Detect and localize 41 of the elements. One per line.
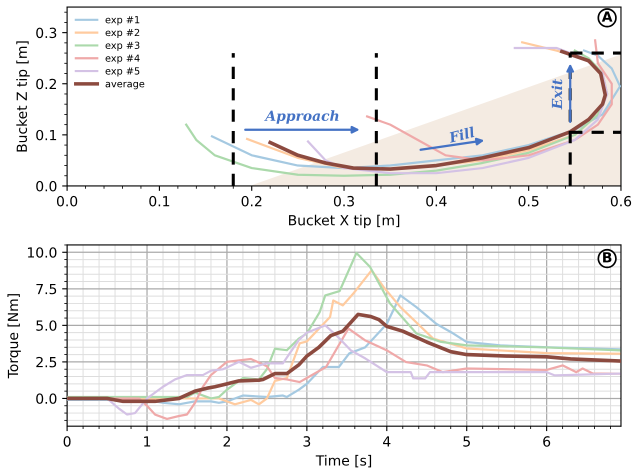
x-tick-label: 0.0 [56, 196, 78, 206]
x-tick-label: 0.5 [518, 196, 538, 206]
y-tick-label: 10.0 [28, 247, 56, 258]
x-tick-label: 1 [144, 436, 150, 446]
annotation: B [603, 252, 612, 262]
y-tick-label: 0.0 [36, 393, 56, 404]
x-tick-label: 6 [543, 436, 550, 447]
x-tick-label: 4 [383, 436, 390, 446]
legend-label: average [106, 82, 144, 90]
y-axis-title: Bucket Z tip [m] [16, 41, 30, 152]
line-series [366, 39, 613, 162]
y-axis-title: Torque [Nm] [7, 294, 21, 378]
annotation: Approach [264, 110, 338, 124]
x-tick-label: 0.1 [149, 196, 170, 206]
x-tick-label: 5 [463, 436, 470, 447]
line-series [67, 312, 621, 404]
y-tick-label: 5.0 [36, 320, 56, 331]
legend-label: exp #3 [106, 42, 140, 51]
legend-label: exp #5 [106, 67, 140, 76]
line-series [67, 294, 620, 406]
y-tick-label: 0.3 [36, 28, 56, 38]
x-tick-label: 0.3 [334, 196, 354, 206]
legend-label: exp #4 [106, 54, 140, 64]
x-tick-label: 3 [304, 436, 310, 447]
annotation: Fill [448, 126, 476, 143]
x-tick-label: 0.2 [242, 196, 262, 206]
y-tick-label: 7.5 [36, 284, 56, 294]
y-tick-label: 0.2 [36, 78, 56, 90]
y-tick-label: 0.0 [36, 180, 56, 192]
annotation: Exit [551, 78, 562, 110]
x-tick-label: 0.6 [610, 196, 632, 206]
annotation: A [602, 12, 612, 22]
legend-label: exp #2 [106, 28, 140, 38]
x-axis-title: Time [s] [316, 454, 372, 468]
legend-label: exp #1 [106, 16, 140, 26]
y-tick-label: 2.5 [36, 356, 56, 368]
x-axis-title: Bucket X tip [m] [289, 214, 400, 228]
x-tick-label: 0.4 [426, 196, 447, 206]
x-tick-label: 2 [224, 436, 230, 446]
x-tick-label: 0 [64, 436, 71, 447]
y-tick-label: 0.1 [36, 130, 56, 140]
